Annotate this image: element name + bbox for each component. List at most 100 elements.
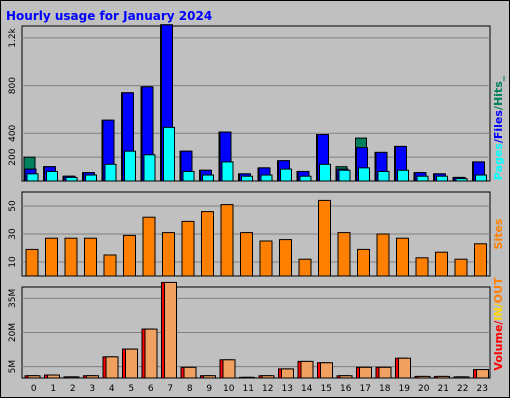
- x-tick-label: 8: [187, 384, 193, 394]
- pages-bar: [436, 175, 448, 182]
- x-tick-label: 9: [206, 384, 212, 394]
- pages-bar: [124, 150, 136, 182]
- x-tick-label: 23: [477, 384, 488, 394]
- side-legend-part: Sites: [492, 218, 505, 249]
- pages-bar: [182, 170, 195, 182]
- sites-bar: [103, 254, 117, 277]
- side-legend-part: Pages: [492, 143, 505, 181]
- side-legend-part: Files: [492, 110, 505, 140]
- pages-bar: [416, 175, 429, 182]
- out-bar: [183, 366, 197, 379]
- out-bar: [300, 360, 314, 379]
- pages-bar: [202, 174, 214, 182]
- pages-bar: [397, 169, 409, 182]
- x-tick-label: 17: [360, 384, 371, 394]
- sites-bar: [123, 234, 136, 277]
- y-tick-label: 35M: [8, 289, 18, 308]
- sites-bar: [376, 233, 390, 277]
- out-bar: [359, 366, 372, 379]
- sites-bar: [220, 204, 234, 277]
- y-tick-label: 1.2k: [8, 27, 18, 47]
- sites-bar: [25, 248, 39, 277]
- out-bar: [398, 357, 411, 379]
- x-tick-label: 16: [340, 384, 352, 394]
- sites-bar: [396, 237, 409, 277]
- x-tick-label: 5: [128, 384, 134, 394]
- y-tick-label: 30: [8, 228, 18, 240]
- out-bar: [144, 328, 158, 379]
- out-bar: [476, 369, 489, 379]
- sites-bar: [337, 232, 351, 277]
- x-tick-label: 12: [262, 384, 273, 394]
- out-bar: [66, 376, 80, 379]
- sites-bar: [181, 220, 195, 277]
- sites-bar: [415, 257, 429, 277]
- x-tick-label: 19: [399, 384, 411, 394]
- out-bar: [320, 362, 333, 379]
- side-legend-part: /: [492, 105, 505, 110]
- side-legend-part: Volume: [492, 325, 505, 371]
- x-tick-label: 10: [223, 384, 235, 394]
- pages-bar: [475, 174, 487, 182]
- pages-bar: [280, 168, 292, 182]
- out-bar: [125, 348, 138, 379]
- sites-bar: [357, 248, 370, 277]
- side-legend-part: OUT: [492, 277, 505, 303]
- pages-bar: [319, 163, 331, 182]
- pages-bar: [163, 126, 175, 182]
- out-bar: [242, 376, 255, 379]
- pages-bar: [85, 174, 97, 182]
- y-tick-label: 200: [8, 148, 18, 165]
- panel-sites: 10 30 50: [8, 191, 491, 277]
- x-tick-label: 13: [282, 384, 293, 394]
- sites-bar: [64, 237, 78, 277]
- sites-bar: [298, 258, 312, 277]
- sites-bar: [45, 237, 58, 277]
- panel-pages-files-hits: 200 400 800 1.2k: [8, 24, 491, 182]
- x-tick-label: 22: [457, 384, 468, 394]
- side-legend-part: /: [492, 138, 505, 143]
- x-tick-label: 15: [321, 384, 332, 394]
- x-tick-label: 0: [31, 384, 37, 394]
- pages-bar: [377, 170, 390, 182]
- side-legend-pages-files-hits: Pages/Files/Hits_: [492, 75, 505, 180]
- side-legend-part: /: [492, 320, 505, 325]
- pages-bar: [338, 169, 351, 182]
- x-tick-label: 1: [50, 384, 56, 394]
- side-legend-volume: Volume/IN/OUT: [492, 277, 505, 371]
- chart-title: Hourly usage for January 2024: [6, 9, 212, 23]
- out-bar: [456, 376, 470, 379]
- pages-bar: [358, 167, 370, 182]
- out-bar: [222, 359, 236, 379]
- side-legend-sites: Sites: [492, 218, 505, 249]
- y-tick-label: 5M: [8, 360, 18, 374]
- y-tick-label: 50: [8, 200, 18, 212]
- side-legend-part: Hits_: [492, 75, 505, 106]
- sites-bar: [474, 243, 487, 277]
- out-bar: [417, 375, 431, 379]
- out-bar: [105, 356, 119, 379]
- sites-bar: [318, 199, 331, 277]
- sites-bar: [259, 240, 273, 277]
- y-tick-label: 20M: [8, 323, 18, 342]
- side-legend-part: IN: [492, 307, 505, 320]
- out-bar: [261, 375, 275, 379]
- sites-bar: [84, 237, 97, 277]
- out-bar: [203, 375, 216, 379]
- x-tick-label: 21: [438, 384, 449, 394]
- out-bar: [164, 281, 177, 379]
- out-bar: [339, 375, 353, 379]
- out-bar: [437, 375, 450, 379]
- sites-bar: [435, 251, 448, 277]
- x-tick-label: 14: [301, 384, 313, 394]
- out-bar: [281, 368, 294, 379]
- sites-bar: [142, 216, 156, 277]
- pages-bar: [143, 154, 156, 182]
- pages-bar: [299, 175, 312, 182]
- pages-bar: [455, 178, 468, 182]
- x-tick-label: 18: [379, 384, 391, 394]
- out-bar: [378, 366, 392, 379]
- pages-bar: [46, 170, 58, 182]
- pages-bar: [260, 174, 273, 182]
